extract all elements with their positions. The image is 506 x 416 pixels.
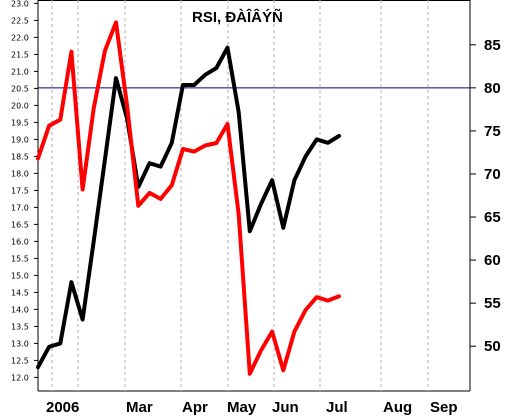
left-tick-label-5: 14.5 [11,288,29,297]
right-tick-label-6: 80 [484,80,501,97]
left-tick-label-17: 20.5 [11,84,29,93]
x-label-3: May [227,399,257,416]
x-label-6: Aug [383,399,412,416]
left-tick-label-3: 13.5 [11,322,29,331]
left-tick-label-4: 14.0 [11,305,29,314]
left-tick-label-8: 16.0 [11,237,29,246]
chart-title: RSI, ÐÀÎÂÝÑ [192,8,283,26]
series-layer [36,20,341,376]
x-axis-labels: 2006 Mar Apr May Jun Jul Aug Sep [46,399,458,416]
left-tick-label-15: 19.5 [11,118,29,127]
x-label-7: Sep [430,399,458,416]
left-tick-label-19: 21.5 [11,50,29,59]
left-tick-label-12: 18.0 [11,169,29,178]
right-tick-label-5: 75 [484,123,501,140]
right-tick-label-7: 85 [484,37,501,54]
right-axis-ticks: 50 55 60 65 70 75 80 85 [470,37,501,355]
left-tick-label-11: 17.5 [11,186,29,195]
left-tick-label-13: 18.5 [11,152,29,161]
right-tick-label-0: 50 [484,338,501,355]
x-label-2: Apr [182,399,208,416]
vertical-grid [51,0,429,391]
left-tick-label-0: 12.0 [11,373,29,382]
x-label-1: Mar [126,399,153,416]
left-tick-label-9: 16.5 [11,220,29,229]
left-tick-label-16: 20.0 [11,101,29,110]
right-tick-label-1: 55 [484,295,501,312]
series-line-0 [36,45,341,370]
left-tick-label-22: 23.0 [11,0,29,8]
left-tick-label-14: 19.0 [11,135,29,144]
x-label-4: Jun [272,399,299,416]
left-tick-label-18: 21.0 [11,67,29,76]
left-tick-label-20: 22.0 [11,33,29,42]
left-tick-label-21: 22.5 [11,16,29,25]
left-tick-label-10: 17.0 [11,203,29,212]
right-tick-label-4: 70 [484,166,501,183]
left-tick-label-1: 12.5 [11,356,29,365]
right-tick-label-2: 60 [484,252,501,269]
left-tick-label-2: 13.0 [11,339,29,348]
right-tick-label-3: 65 [484,209,501,226]
left-tick-label-7: 15.5 [11,254,29,263]
left-tick-label-6: 15.0 [11,271,29,280]
x-label-0: 2006 [46,399,79,416]
series-line-1 [36,20,341,376]
x-label-5: Jul [326,399,348,416]
left-axis-ticks: 12.0 12.5 13.0 13.5 14.0 14.5 15.0 15.5 16.0 16.5… [11,0,38,382]
